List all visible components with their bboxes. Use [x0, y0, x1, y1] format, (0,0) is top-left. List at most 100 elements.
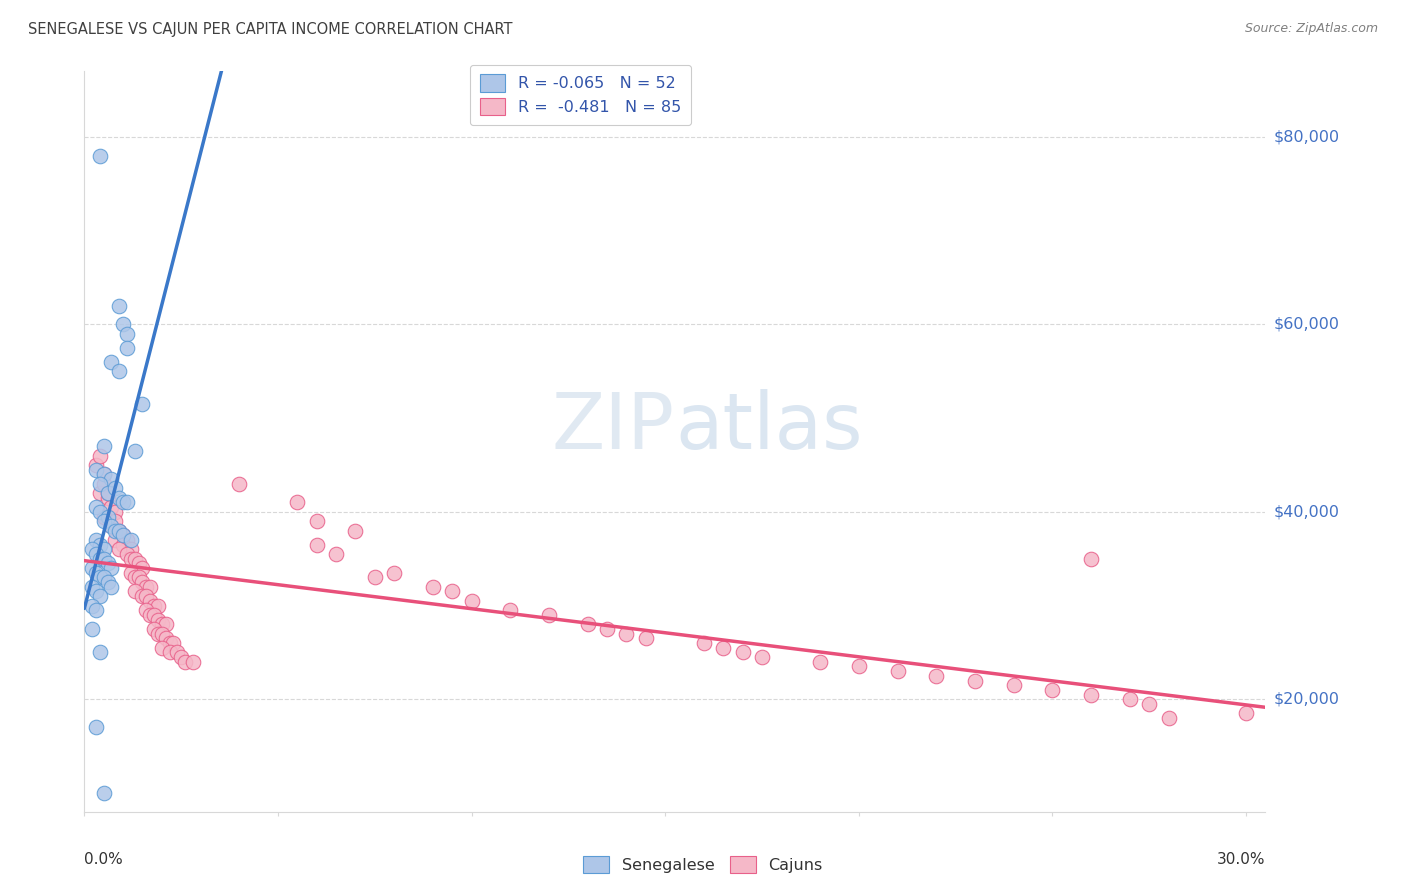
Point	[124, 570, 146, 584]
Point	[89, 589, 111, 603]
Point	[596, 622, 619, 636]
Point	[1002, 678, 1025, 692]
Point	[100, 472, 122, 486]
Point	[131, 589, 153, 603]
Legend: R = -0.065   N = 52, R =  -0.481   N = 85: R = -0.065 N = 52, R = -0.481 N = 85	[470, 64, 690, 125]
Point	[82, 599, 104, 613]
Point	[89, 476, 111, 491]
Point	[143, 599, 166, 613]
Point	[344, 524, 367, 538]
Point	[139, 594, 162, 608]
Point	[155, 617, 177, 632]
Point	[131, 575, 153, 590]
Point	[1080, 551, 1102, 566]
Text: $40,000: $40,000	[1274, 504, 1340, 519]
Point	[89, 149, 111, 163]
Point	[131, 561, 153, 575]
Point	[170, 650, 193, 665]
Point	[1119, 692, 1142, 706]
Point	[131, 397, 153, 411]
Point	[711, 640, 734, 655]
Point	[100, 580, 122, 594]
Point	[112, 528, 135, 542]
Point	[155, 632, 177, 646]
Point	[499, 603, 522, 617]
Point	[89, 538, 111, 552]
Point	[128, 557, 150, 571]
Point	[84, 533, 107, 547]
Text: Source: ZipAtlas.com: Source: ZipAtlas.com	[1244, 22, 1378, 36]
Point	[808, 655, 831, 669]
Point	[115, 547, 138, 561]
Point	[146, 613, 169, 627]
Point	[150, 617, 173, 632]
Point	[97, 575, 120, 590]
Point	[364, 570, 387, 584]
Point	[89, 645, 111, 659]
Text: $20,000: $20,000	[1274, 692, 1340, 706]
Point	[963, 673, 986, 688]
Point	[97, 486, 120, 500]
Point	[228, 476, 250, 491]
Point	[181, 655, 204, 669]
Point	[422, 580, 444, 594]
Point	[104, 533, 127, 547]
Point	[139, 580, 162, 594]
Point	[89, 570, 111, 584]
Point	[146, 599, 169, 613]
Point	[634, 632, 657, 646]
Point	[576, 617, 599, 632]
Point	[89, 486, 111, 500]
Text: $60,000: $60,000	[1274, 317, 1340, 332]
Point	[115, 533, 138, 547]
Point	[104, 514, 127, 528]
Point	[112, 528, 135, 542]
Text: ZIP: ZIP	[553, 389, 675, 465]
Point	[100, 500, 122, 515]
Point	[84, 500, 107, 515]
Point	[93, 514, 115, 528]
Point	[93, 551, 115, 566]
Legend: Senegalese, Cajuns: Senegalese, Cajuns	[576, 849, 830, 880]
Point	[135, 603, 157, 617]
Point	[82, 580, 104, 594]
Point	[162, 636, 184, 650]
Point	[128, 570, 150, 584]
Point	[97, 509, 120, 524]
Point	[108, 542, 131, 557]
Point	[82, 561, 104, 575]
Point	[751, 650, 773, 665]
Point	[108, 299, 131, 313]
Point	[93, 476, 115, 491]
Point	[93, 542, 115, 557]
Point	[305, 514, 328, 528]
Point	[89, 551, 111, 566]
Point	[150, 626, 173, 640]
Point	[139, 607, 162, 622]
Point	[84, 566, 107, 580]
Point	[112, 318, 135, 332]
Text: 30.0%: 30.0%	[1218, 853, 1265, 867]
Point	[731, 645, 754, 659]
Point	[108, 524, 131, 538]
Point	[166, 645, 188, 659]
Point	[1137, 697, 1160, 711]
Point	[93, 439, 115, 453]
Point	[848, 659, 870, 673]
Text: 0.0%: 0.0%	[84, 853, 124, 867]
Point	[115, 326, 138, 341]
Point	[616, 626, 638, 640]
Point	[159, 636, 181, 650]
Point	[537, 607, 560, 622]
Point	[84, 584, 107, 599]
Text: atlas: atlas	[675, 389, 862, 465]
Point	[693, 636, 716, 650]
Point	[1234, 706, 1257, 721]
Point	[325, 547, 347, 561]
Point	[120, 542, 142, 557]
Point	[97, 486, 120, 500]
Point	[115, 341, 138, 355]
Point	[115, 495, 138, 509]
Point	[97, 557, 120, 571]
Point	[124, 584, 146, 599]
